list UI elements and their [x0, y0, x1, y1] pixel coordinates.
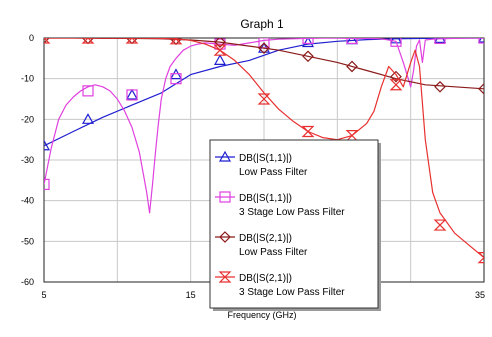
- series-1-line: [44, 38, 484, 147]
- series-2-point-10: [434, 38, 446, 45]
- series-4-point-11: [477, 252, 484, 264]
- x-axis-label: Frequency (GHz): [227, 310, 296, 320]
- series-1-point-3: [125, 88, 139, 100]
- x-tick-label-1: 15: [186, 290, 196, 300]
- series-2-point-9: [390, 38, 402, 47]
- series-1-point-1: [44, 139, 51, 151]
- x-tick-label-2: 35: [475, 290, 485, 300]
- series-4-point-4: [169, 38, 183, 45]
- series-3-point-6: [258, 42, 270, 55]
- legend-label-3-line2: Low Pass Filter: [239, 247, 308, 258]
- legend: DB(|S(1,1)|) Low Pass Filter DB(|S(1,1)|) 3…: [209, 139, 381, 311]
- series-2-point-8: [346, 38, 358, 45]
- series-4-point-6: [257, 93, 271, 105]
- legend-label-4-line1: DB(|S(2,1)|): [239, 273, 292, 284]
- series-1-point-5: [213, 54, 227, 65]
- legend-swatch-marker-4: [218, 271, 232, 283]
- legend-swatch-marker-3: [219, 231, 231, 243]
- series-2-point-7: [302, 38, 314, 45]
- legend-label-1-line1: DB(|S(1,1)|): [239, 153, 292, 164]
- series-1-point-10: [433, 38, 447, 44]
- y-tick-label-0: 0: [29, 33, 34, 43]
- y-tick-label-5: -50: [21, 236, 34, 246]
- series-layer: [44, 38, 484, 264]
- tick-labels: 0 -10 -20 -30 -40 -50 -60 5 15 35: [21, 33, 485, 300]
- x-tick-label-0: 5: [41, 290, 46, 300]
- legend-label-3-line1: DB(|S(2,1)|): [239, 233, 292, 244]
- series-4-point-5: [213, 44, 227, 56]
- series-4-line: [44, 38, 484, 259]
- series-1-point-2: [81, 113, 95, 124]
- series-1-point-7: [301, 38, 315, 48]
- series-3-point-5: [214, 38, 226, 48]
- series-4-point-2: [81, 38, 95, 44]
- series-2-point-5: [214, 38, 226, 50]
- legend-swatch-marker-2: [219, 191, 231, 203]
- series-4-point-10: [433, 219, 447, 231]
- legend-label-1-line2: Low Pass Filter: [239, 167, 308, 178]
- series-3-point-11: [478, 82, 484, 95]
- legend-label-2-line2: 3 Stage Low Pass Filter: [239, 207, 345, 218]
- series-2-point-2: [82, 85, 94, 97]
- y-tick-label-6: -60: [21, 277, 34, 287]
- series-4-point-1: [44, 38, 51, 44]
- series-4-point-3: [125, 38, 139, 44]
- series-2-point-1: [44, 178, 50, 190]
- series-3-point-9: [390, 70, 402, 83]
- series-3-point-10: [434, 80, 446, 93]
- y-tick-label-3: -30: [21, 155, 34, 165]
- legend-box: [209, 139, 379, 309]
- series-3-point-7: [302, 50, 314, 63]
- chart-title: Graph 1: [240, 17, 284, 31]
- series-3-point-8: [346, 60, 358, 73]
- series-4-point-9: [389, 79, 403, 91]
- legend-swatch-marker-1: [218, 150, 232, 162]
- series-4-point-7: [301, 125, 315, 138]
- legend-label-2-line1: DB(|S(1,1)|): [239, 193, 292, 204]
- y-tick-label-4: -40: [21, 196, 34, 206]
- y-tick-label-1: -10: [21, 74, 34, 84]
- series-2-point-4: [170, 73, 182, 85]
- y-tick-label-2: -20: [21, 114, 34, 124]
- legend-label-4-line2: 3 Stage Low Pass Filter: [239, 287, 345, 298]
- series-2-point-3: [126, 89, 138, 101]
